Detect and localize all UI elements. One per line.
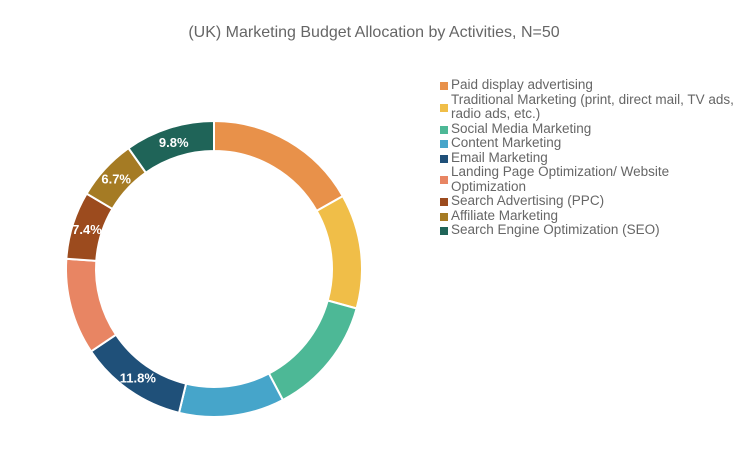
legend-item[interactable]: Landing Page Optimization/ Website Optim… (439, 164, 739, 194)
donut-slice (213, 119, 345, 213)
donut-slice (267, 299, 358, 402)
legend-label: Email Marketing (451, 149, 548, 165)
legend-swatch (440, 198, 448, 206)
legend-item[interactable]: Content Marketing (439, 135, 739, 151)
legend-swatch (440, 82, 448, 90)
chart-title: (UK) Marketing Budget Allocation by Acti… (188, 24, 560, 41)
legend-label: Content Marketing (451, 135, 562, 150)
legend-item[interactable]: Search Engine Optimization (SEO) (439, 222, 739, 238)
slice-data-label: 9.8% (159, 135, 189, 150)
legend-swatch (440, 140, 448, 148)
legend-swatch (440, 125, 448, 134)
legend-item[interactable]: Affiliate Marketing (439, 207, 739, 224)
legend-label: Affiliate Marketing (451, 207, 559, 223)
legend-label: Paid display advertising (451, 77, 593, 92)
legend-swatch (440, 154, 448, 163)
legend-item[interactable]: Social Media Marketing (439, 120, 739, 137)
legend-item[interactable]: Traditional Marketing (print, direct mai… (439, 91, 739, 122)
legend-item[interactable]: Search Advertising (PPC) (439, 193, 739, 209)
legend-label: Search Advertising (PPC) (451, 193, 605, 208)
donut-slice (315, 194, 363, 310)
donut-slice (177, 372, 285, 418)
legend-label: Social Media Marketing (451, 120, 592, 136)
legend-label: Landing Page Optimization/ Website Optim… (451, 164, 670, 194)
legend-swatch (440, 176, 448, 184)
slice-data-label: 11.8% (120, 371, 157, 386)
chart-legend: Paid display advertising Traditional Mark… (439, 77, 739, 238)
donut-slice (65, 257, 118, 353)
legend-swatch (440, 227, 448, 235)
legend-label: Traditional Marketing (print, direct mai… (451, 91, 734, 121)
slice-data-label: 7.4% (72, 222, 102, 237)
legend-item[interactable]: Email Marketing (439, 149, 739, 166)
legend-label: Search Engine Optimization (SEO) (451, 222, 660, 237)
legend-swatch (440, 212, 448, 221)
slice-data-label: 6.7% (101, 171, 131, 186)
donut-slice (127, 119, 215, 175)
legend-swatch (440, 103, 448, 112)
legend-item[interactable]: Paid display advertising (439, 77, 739, 93)
